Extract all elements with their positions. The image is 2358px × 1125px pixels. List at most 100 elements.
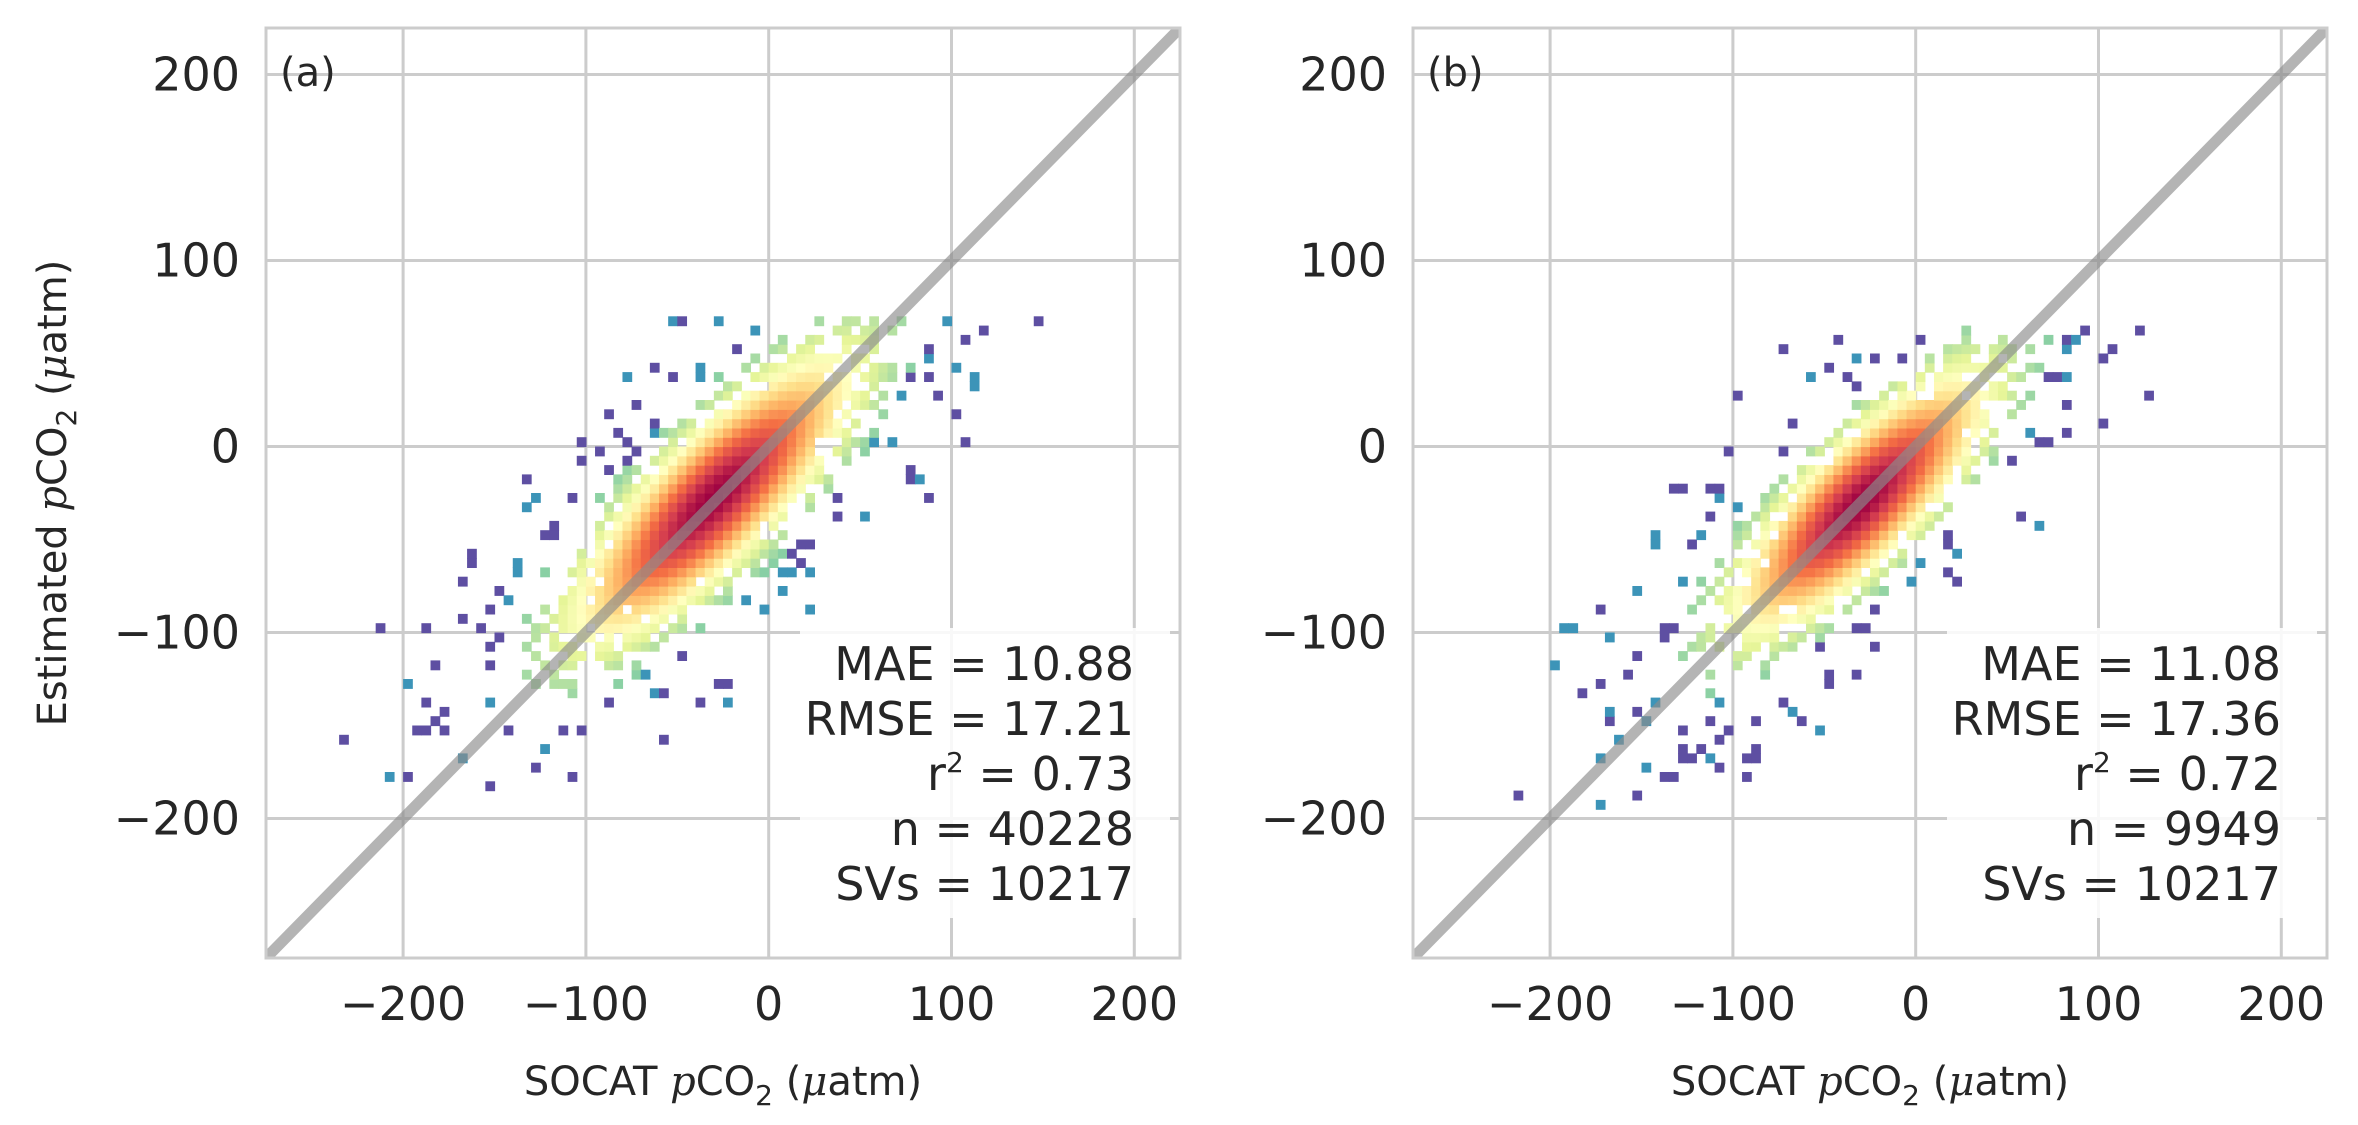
histogram-cell [1732, 520, 1743, 531]
stat-text: MAE = 10.88 [834, 637, 1134, 691]
histogram-cell [841, 372, 852, 382]
y-tick-label: −200 [114, 792, 240, 846]
histogram-cell [1550, 660, 1560, 671]
histogram-cell [1632, 706, 1643, 717]
histogram-cell [549, 679, 560, 689]
histogram-cell [732, 539, 742, 550]
histogram-cell [585, 558, 596, 568]
histogram-cell [613, 493, 624, 503]
histogram-cell [677, 418, 688, 429]
histogram-cell [805, 465, 815, 475]
histogram-cell [850, 334, 861, 345]
histogram-cell [814, 455, 825, 466]
histogram-cell [1577, 688, 1588, 699]
histogram-cell [576, 613, 587, 624]
histogram-cell [750, 353, 761, 364]
histogram-cell [686, 483, 697, 494]
histogram-cell [1742, 651, 1752, 661]
histogram-cell [860, 446, 870, 457]
x-tick-label: 100 [2055, 977, 2143, 1031]
histogram-cell [1769, 539, 1780, 550]
histogram-cell [403, 772, 413, 782]
histogram-cell [1751, 558, 1761, 568]
histogram-cell [732, 493, 742, 503]
histogram-cell [1897, 437, 1908, 448]
histogram-cell [677, 548, 688, 559]
histogram-cell [1815, 604, 1825, 615]
histogram-cell [631, 446, 642, 457]
histogram-cell [677, 446, 688, 457]
x-axis-label-tail: atm) [1974, 1059, 2069, 1105]
histogram-cell [1806, 493, 1816, 503]
histogram-cell [732, 381, 742, 392]
histogram-cell [1979, 362, 1990, 373]
histogram-cell [887, 437, 898, 448]
histogram-cell [823, 353, 834, 364]
histogram-cell [567, 586, 578, 596]
histogram-cell [2061, 344, 2072, 355]
histogram-cell [512, 567, 523, 578]
histogram-cell [1915, 474, 1926, 485]
histogram-cell [1806, 511, 1816, 522]
histogram-cell [1806, 372, 1816, 382]
histogram-cell [540, 530, 550, 541]
histogram-cell [1860, 548, 1871, 559]
histogram-cell [1870, 502, 1880, 513]
histogram-cell [832, 381, 843, 392]
histogram-cell [1833, 465, 1844, 475]
histogram-cell [1769, 651, 1780, 661]
histogram-cell [2007, 353, 2017, 364]
histogram-cell [1824, 576, 1835, 587]
x-axis-label-tail: atm) [827, 1059, 922, 1105]
histogram-cell [1924, 446, 1935, 457]
histogram-cell [1714, 493, 1725, 503]
histogram-cell [613, 427, 624, 438]
histogram-cell [467, 558, 477, 568]
histogram-cell [659, 613, 669, 624]
histogram-cell [467, 548, 477, 559]
histogram-cell [832, 353, 843, 364]
histogram-cell [649, 688, 660, 699]
histogram-cell [595, 548, 605, 559]
histogram-cell [695, 502, 706, 513]
histogram-cell [823, 474, 834, 485]
histogram-cell [1860, 465, 1871, 475]
histogram-cell [713, 520, 724, 531]
histogram-cell [659, 539, 669, 550]
histogram-cell [1915, 418, 1926, 429]
histogram-cell [796, 455, 806, 466]
histogram-cell [896, 316, 907, 327]
histogram-cell [668, 372, 678, 382]
histogram-cell [841, 316, 852, 327]
histogram-cell [1760, 576, 1771, 587]
histogram-cell [549, 520, 560, 531]
histogram-cell [777, 390, 788, 401]
histogram-cell [2025, 427, 2036, 438]
histogram-cell [1723, 604, 1734, 615]
histogram-cell [1696, 530, 1707, 541]
histogram-cell [732, 446, 742, 457]
histogram-cell [704, 530, 715, 541]
histogram-cell [2016, 400, 2026, 410]
histogram-cell [1860, 409, 1871, 420]
histogram-cell [1961, 455, 1972, 466]
histogram-cell [677, 576, 688, 587]
histogram-cell [1952, 427, 1962, 438]
histogram-cell [457, 576, 468, 587]
histogram-cell [723, 530, 733, 541]
histogram-cell [1769, 558, 1780, 568]
histogram-cell [832, 390, 843, 401]
histogram-cell [860, 400, 870, 410]
histogram-cell [549, 641, 560, 652]
histogram-cell [1614, 734, 1624, 745]
histogram-cell [1796, 474, 1807, 485]
histogram-cell [613, 558, 624, 568]
histogram-cell [832, 418, 843, 429]
histogram-cell [695, 437, 706, 448]
histogram-cell [1705, 688, 1716, 699]
histogram-cell [695, 558, 706, 568]
histogram-cell [640, 511, 651, 522]
histogram-cell [1787, 558, 1798, 568]
histogram-cell [777, 334, 788, 345]
x-axis-label-pre: SOCAT [524, 1059, 670, 1105]
